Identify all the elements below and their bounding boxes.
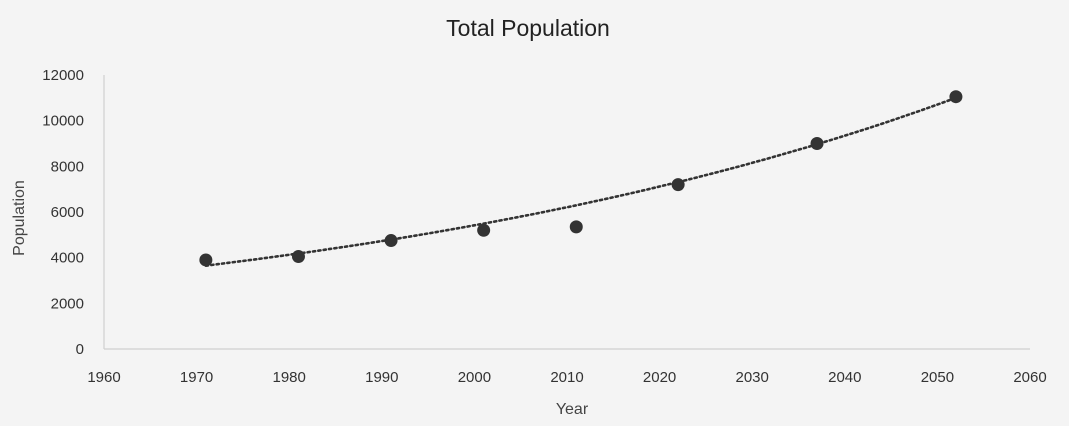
tick-labels: 1960 1970 1980 1990 2000 2010 2020 2030 2040 2050… [42, 67, 1046, 386]
x-tick-label: 1970 [180, 369, 213, 386]
y-axis-title: Population [11, 180, 28, 256]
x-tick-label: 1990 [365, 369, 398, 386]
data-point [569, 220, 583, 234]
trendline-group [204, 96, 958, 268]
y-tick-label: 0 [76, 341, 84, 358]
y-tick-label: 6000 [51, 204, 84, 221]
x-tick-label: 2010 [550, 369, 583, 386]
x-tick-label: 2030 [736, 369, 769, 386]
trendline [204, 96, 958, 268]
data-point [949, 90, 963, 104]
x-tick-label: 1960 [87, 369, 120, 386]
x-tick-label: 2000 [458, 369, 491, 386]
x-tick-label: 2060 [1013, 369, 1046, 386]
x-tick-label: 2040 [828, 369, 861, 386]
y-tick-label: 8000 [51, 158, 84, 175]
data-point [477, 223, 491, 237]
data-point [810, 137, 824, 150]
chart-title: Total Population [446, 15, 610, 41]
data-point [671, 178, 685, 192]
axes [103, 75, 1030, 350]
x-tick-label: 1980 [273, 369, 306, 386]
y-tick-label: 4000 [51, 250, 84, 267]
y-tick-label: 2000 [51, 295, 84, 312]
y-tick-label: 12000 [42, 67, 84, 84]
y-tick-label: 10000 [42, 113, 84, 130]
data-point [291, 250, 305, 264]
x-tick-label: 2050 [921, 369, 954, 386]
x-tick-label: 2020 [643, 369, 676, 386]
data-points [199, 90, 963, 267]
data-point [199, 253, 213, 267]
x-axis-title: Year [556, 401, 589, 418]
data-point [384, 234, 398, 248]
